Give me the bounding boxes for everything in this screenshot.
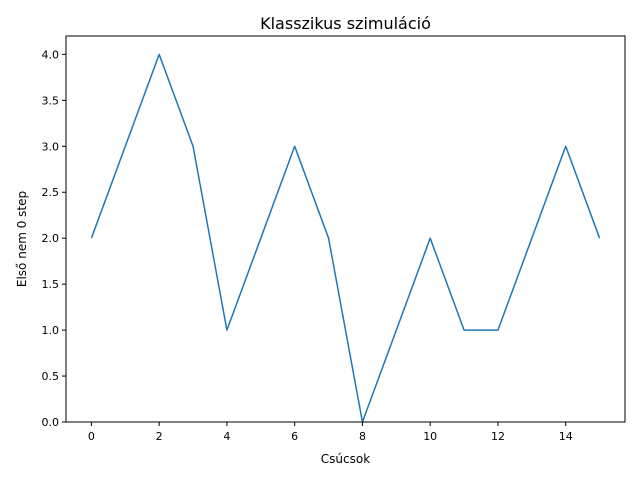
plot-frame bbox=[65, 35, 626, 423]
series-line-0 bbox=[90, 53, 601, 423]
x-tick-label: 0 bbox=[88, 430, 95, 443]
y-tick-label: 2.5 bbox=[42, 186, 60, 199]
y-axis: 0.0 0.5 1.0 1.5 2.0 2.5 3.0 3.5 4.0 bbox=[42, 48, 66, 429]
y-tick-label: 0.5 bbox=[42, 370, 60, 383]
x-tick-label: 14 bbox=[559, 430, 573, 443]
y-axis-label: Első nem 0 step bbox=[15, 191, 29, 287]
y-tick-label: 4.0 bbox=[42, 48, 60, 61]
y-tick-label: 3.0 bbox=[42, 140, 60, 153]
x-tick-label: 4 bbox=[223, 430, 230, 443]
plot-area bbox=[90, 53, 601, 423]
x-axis: 0 2 4 6 8 10 12 14 bbox=[88, 422, 573, 443]
x-axis-label: Csúcsok bbox=[321, 452, 370, 466]
y-tick-label: 3.5 bbox=[42, 94, 60, 107]
x-tick-label: 2 bbox=[156, 430, 163, 443]
x-tick-label: 10 bbox=[423, 430, 437, 443]
x-tick-label: 12 bbox=[491, 430, 505, 443]
y-tick-label: 1.5 bbox=[42, 278, 60, 291]
chart-title: Klasszikus szimuláció bbox=[260, 14, 431, 33]
x-tick-label: 8 bbox=[359, 430, 366, 443]
y-tick-label: 1.0 bbox=[42, 324, 60, 337]
y-tick-label: 2.0 bbox=[42, 232, 60, 245]
x-tick-label: 6 bbox=[291, 430, 298, 443]
y-tick-label: 0.0 bbox=[42, 416, 60, 429]
